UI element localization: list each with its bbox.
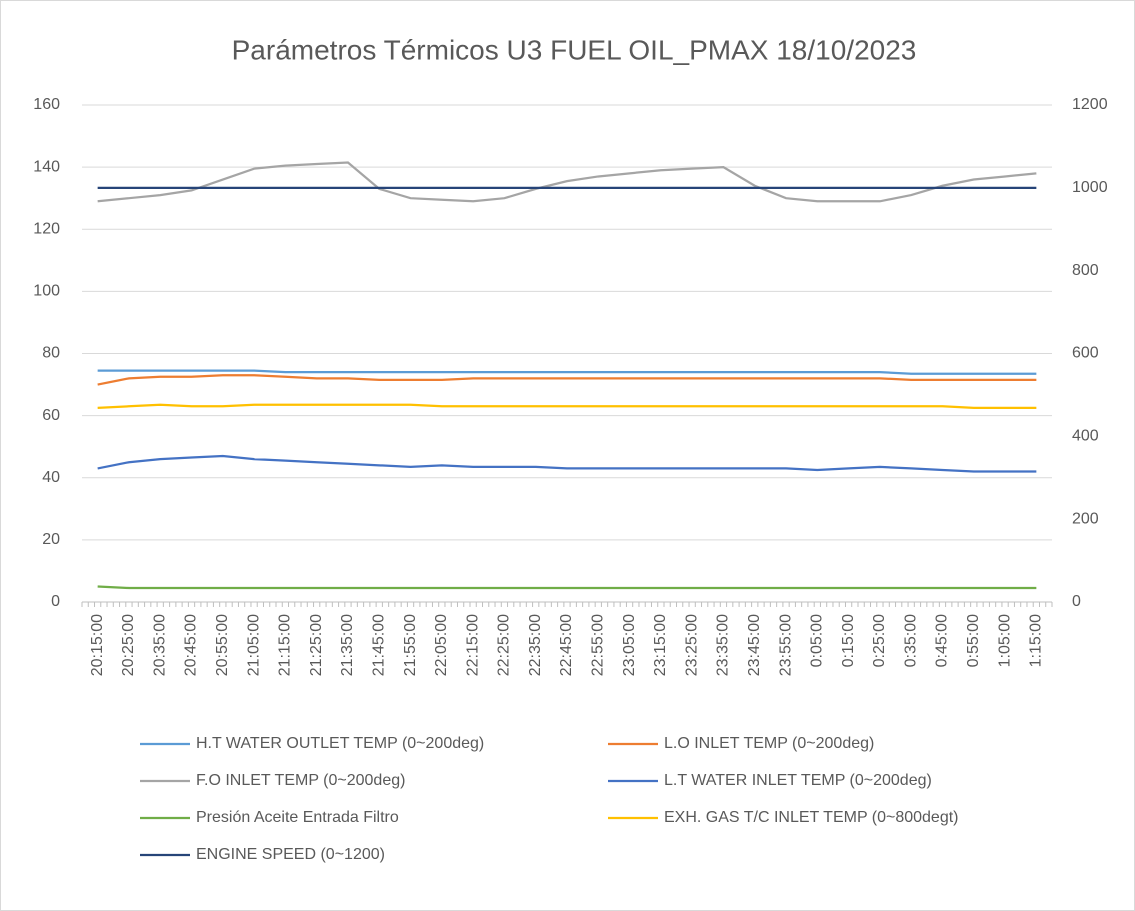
x-tick-label: 20:45:00 xyxy=(183,614,200,676)
x-tick-label: 20:15:00 xyxy=(89,614,106,676)
x-tick-label: 21:15:00 xyxy=(277,614,294,676)
legend-label: L.T WATER INLET TEMP (0~200deg) xyxy=(664,772,932,789)
x-tick-label: 22:25:00 xyxy=(496,614,513,676)
y-tick-label: 40 xyxy=(42,469,60,486)
y-tick-label: 140 xyxy=(33,158,60,175)
y-tick-label: 20 xyxy=(42,531,60,548)
legend-label: F.O INLET TEMP (0~200deg) xyxy=(196,772,405,789)
y-tick-label: 100 xyxy=(33,283,60,300)
y-tick-label: 60 xyxy=(42,407,60,424)
x-tick-label: 1:15:00 xyxy=(1028,614,1045,667)
x-tick-label: 22:05:00 xyxy=(433,614,450,676)
x-tick-label: 20:55:00 xyxy=(214,614,231,676)
y2-tick-label: 600 xyxy=(1072,345,1099,362)
x-tick-label: 22:15:00 xyxy=(464,614,481,676)
legend-label: ENGINE SPEED (0~1200) xyxy=(196,846,385,863)
x-tick-label: 0:25:00 xyxy=(871,614,888,667)
series-line xyxy=(97,369,1037,375)
y2-tick-label: 0 xyxy=(1072,593,1081,610)
legend-label: L.O INLET TEMP (0~200deg) xyxy=(664,735,874,752)
x-tick-label: 23:05:00 xyxy=(621,614,638,676)
x-tick-label: 22:35:00 xyxy=(527,614,544,676)
x-tick-label: 0:45:00 xyxy=(934,614,951,667)
x-tick-label: 0:55:00 xyxy=(965,614,982,667)
x-tick-label: 0:15:00 xyxy=(840,614,857,667)
chart-title: Parámetros Térmicos U3 FUEL OIL_PMAX 18/… xyxy=(232,34,917,65)
x-tick-label: 23:35:00 xyxy=(715,614,732,676)
x-tick-label: 22:55:00 xyxy=(590,614,607,676)
y2-tick-label: 1200 xyxy=(1072,96,1108,113)
legend-label: H.T WATER OUTLET TEMP (0~200deg) xyxy=(196,735,484,752)
y2-tick-label: 800 xyxy=(1072,262,1099,279)
y-tick-label: 160 xyxy=(33,96,60,113)
series-line xyxy=(97,161,1037,203)
x-tick-label: 21:45:00 xyxy=(370,614,387,676)
x-tick-label: 21:05:00 xyxy=(245,614,262,676)
y2-tick-label: 400 xyxy=(1072,428,1099,445)
legend-label: EXH. GAS T/C INLET TEMP (0~800degt) xyxy=(664,809,959,826)
x-tick-label: 20:25:00 xyxy=(120,614,137,676)
x-tick-label: 0:05:00 xyxy=(809,614,826,667)
series-line xyxy=(97,585,1037,590)
x-tick-label: 21:55:00 xyxy=(402,614,419,676)
x-tick-label: 23:55:00 xyxy=(777,614,794,676)
x-tick-label: 23:25:00 xyxy=(683,614,700,676)
y-tick-label: 80 xyxy=(42,345,60,362)
y2-tick-label: 1000 xyxy=(1072,179,1108,196)
y2-tick-label: 200 xyxy=(1072,510,1099,527)
legend-label: Presión Aceite Entrada Filtro xyxy=(196,809,399,826)
series-line xyxy=(97,403,1037,409)
x-tick-label: 21:25:00 xyxy=(308,614,325,676)
x-tick-label: 22:45:00 xyxy=(558,614,575,676)
series-line xyxy=(97,374,1037,386)
x-tick-label: 23:45:00 xyxy=(746,614,763,676)
x-tick-label: 23:15:00 xyxy=(652,614,669,676)
y-tick-label: 120 xyxy=(33,220,60,237)
series-line xyxy=(97,454,1037,473)
x-tick-label: 20:35:00 xyxy=(151,614,168,676)
x-tick-label: 21:35:00 xyxy=(339,614,356,676)
x-tick-label: 1:05:00 xyxy=(996,614,1013,667)
x-tick-label: 0:35:00 xyxy=(902,614,919,667)
y-tick-label: 0 xyxy=(51,593,60,610)
